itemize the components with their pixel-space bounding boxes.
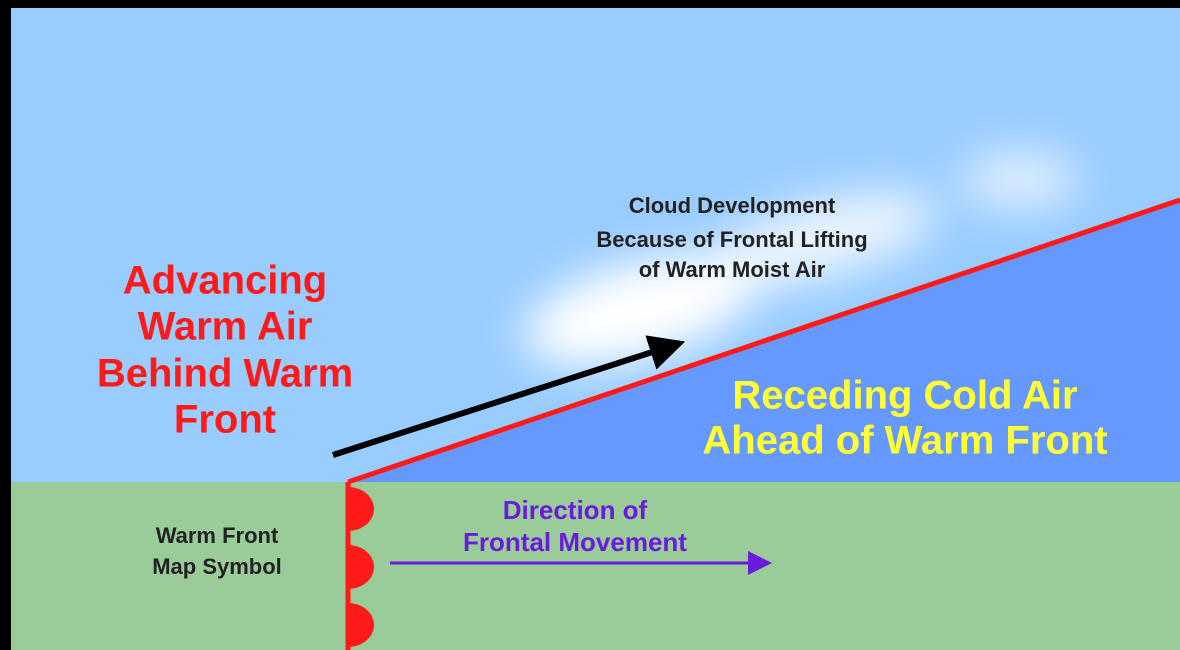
cloud-label: of Warm Moist Air — [639, 257, 826, 282]
warm-air-label: Advancing — [123, 259, 327, 303]
warm-air-label: Front — [174, 398, 276, 442]
symbol-label: Warm Front — [156, 523, 279, 548]
movement-label: Direction of — [503, 495, 648, 525]
cold-air-label: Ahead of Warm Front — [702, 419, 1107, 463]
front-symbol-bumps — [348, 487, 374, 647]
warm-air-label: Warm Air — [138, 305, 313, 349]
cloud-label: Cloud Development — [629, 193, 836, 218]
warm-air-label: Behind Warm — [97, 352, 353, 396]
cold-air-label: Receding Cold Air — [732, 374, 1077, 418]
cloud-label: Because of Frontal Lifting — [596, 227, 867, 252]
symbol-label: Map Symbol — [152, 554, 282, 579]
movement-label: Frontal Movement — [463, 527, 687, 557]
diagram: Cloud Development Because of Frontal Lif… — [0, 0, 1180, 650]
